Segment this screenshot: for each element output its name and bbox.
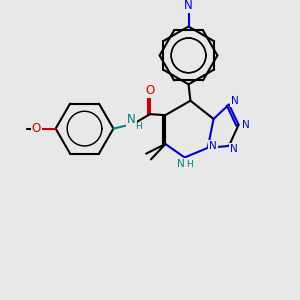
Text: N: N: [127, 113, 136, 126]
Text: N: N: [177, 159, 185, 169]
Text: H: H: [186, 160, 193, 169]
Text: N: N: [209, 141, 217, 151]
Text: N: N: [231, 96, 238, 106]
Text: O: O: [32, 122, 41, 135]
Text: N: N: [242, 120, 250, 130]
Text: N: N: [184, 0, 193, 12]
Text: O: O: [146, 84, 154, 97]
Text: H: H: [135, 122, 142, 131]
Text: N: N: [230, 144, 238, 154]
